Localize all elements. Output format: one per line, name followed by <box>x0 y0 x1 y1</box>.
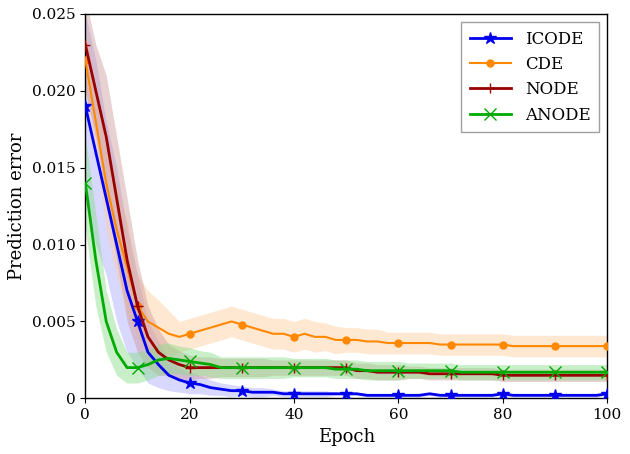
Legend: ICODE, CDE, NODE, ANODE: ICODE, CDE, NODE, ANODE <box>461 22 598 132</box>
Y-axis label: Prediction error: Prediction error <box>8 133 26 280</box>
X-axis label: Epoch: Epoch <box>318 428 375 446</box>
